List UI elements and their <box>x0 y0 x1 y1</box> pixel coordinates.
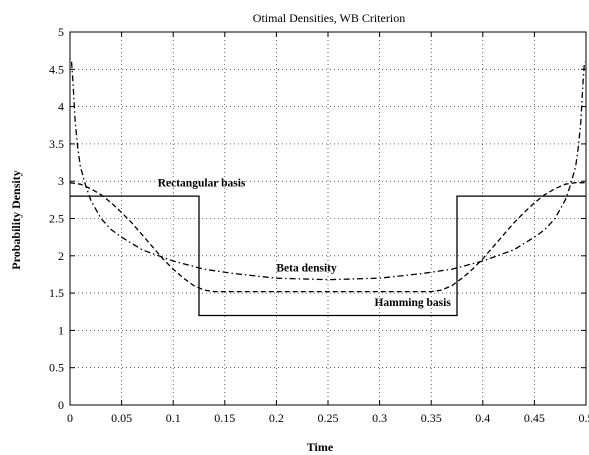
x-tick-label: 0.1 <box>166 411 181 425</box>
x-tick-label: 0.15 <box>214 411 235 425</box>
x-tick-label: 0.5 <box>579 411 589 425</box>
x-tick-label: 0.05 <box>111 411 132 425</box>
x-axis-label: Time <box>307 440 334 454</box>
series-group <box>69 61 586 317</box>
x-tick-labels: 0 0.05 0.1 0.15 0.2 0.25 0.3 0.35 0.4 0.45 0.5 <box>67 411 589 425</box>
x-tick-label: 0.4 <box>475 411 490 425</box>
y-tick-label: 2 <box>58 249 64 263</box>
plot-frame <box>69 31 587 406</box>
x-tick-label: 0 <box>67 411 73 425</box>
y-tick-label: 3.5 <box>49 137 64 151</box>
y-tick-label: 5 <box>58 25 64 39</box>
y-tick-label: 4.5 <box>49 62 64 76</box>
hamming-basis-line <box>69 182 586 293</box>
annotation-label: Beta density <box>276 262 337 274</box>
y-tick-label: 4 <box>58 100 64 114</box>
rectangular-basis-line <box>70 195 586 317</box>
annotation-label: Hamming basis <box>374 297 451 309</box>
y-tick-label: 2.5 <box>49 212 64 226</box>
y-tick-label: 3 <box>58 174 64 188</box>
grid <box>70 32 586 405</box>
chart-title: Otimal Densities, WB Criterion <box>253 11 405 25</box>
y-tick-label: 1 <box>58 323 64 337</box>
x-tick-label: 0.2 <box>269 411 284 425</box>
beta-density-line <box>70 61 586 281</box>
annotation-label: Rectangular basis <box>158 177 246 189</box>
ticks <box>69 31 587 406</box>
y-tick-labels: 0 0.5 1 1.5 2 2.5 3 3.5 4 4.5 5 <box>49 25 64 412</box>
y-axis-label: Probability Density <box>9 170 23 269</box>
x-tick-label: 0.45 <box>524 411 545 425</box>
x-tick-label: 0.3 <box>372 411 387 425</box>
y-tick-label: 0 <box>58 398 64 412</box>
y-tick-label: 0.5 <box>49 361 64 375</box>
x-tick-label: 0.25 <box>318 411 339 425</box>
y-tick-label: 1.5 <box>49 286 64 300</box>
x-tick-label: 0.35 <box>421 411 442 425</box>
annotations: Rectangular basis Beta density Hamming bas… <box>158 177 452 308</box>
